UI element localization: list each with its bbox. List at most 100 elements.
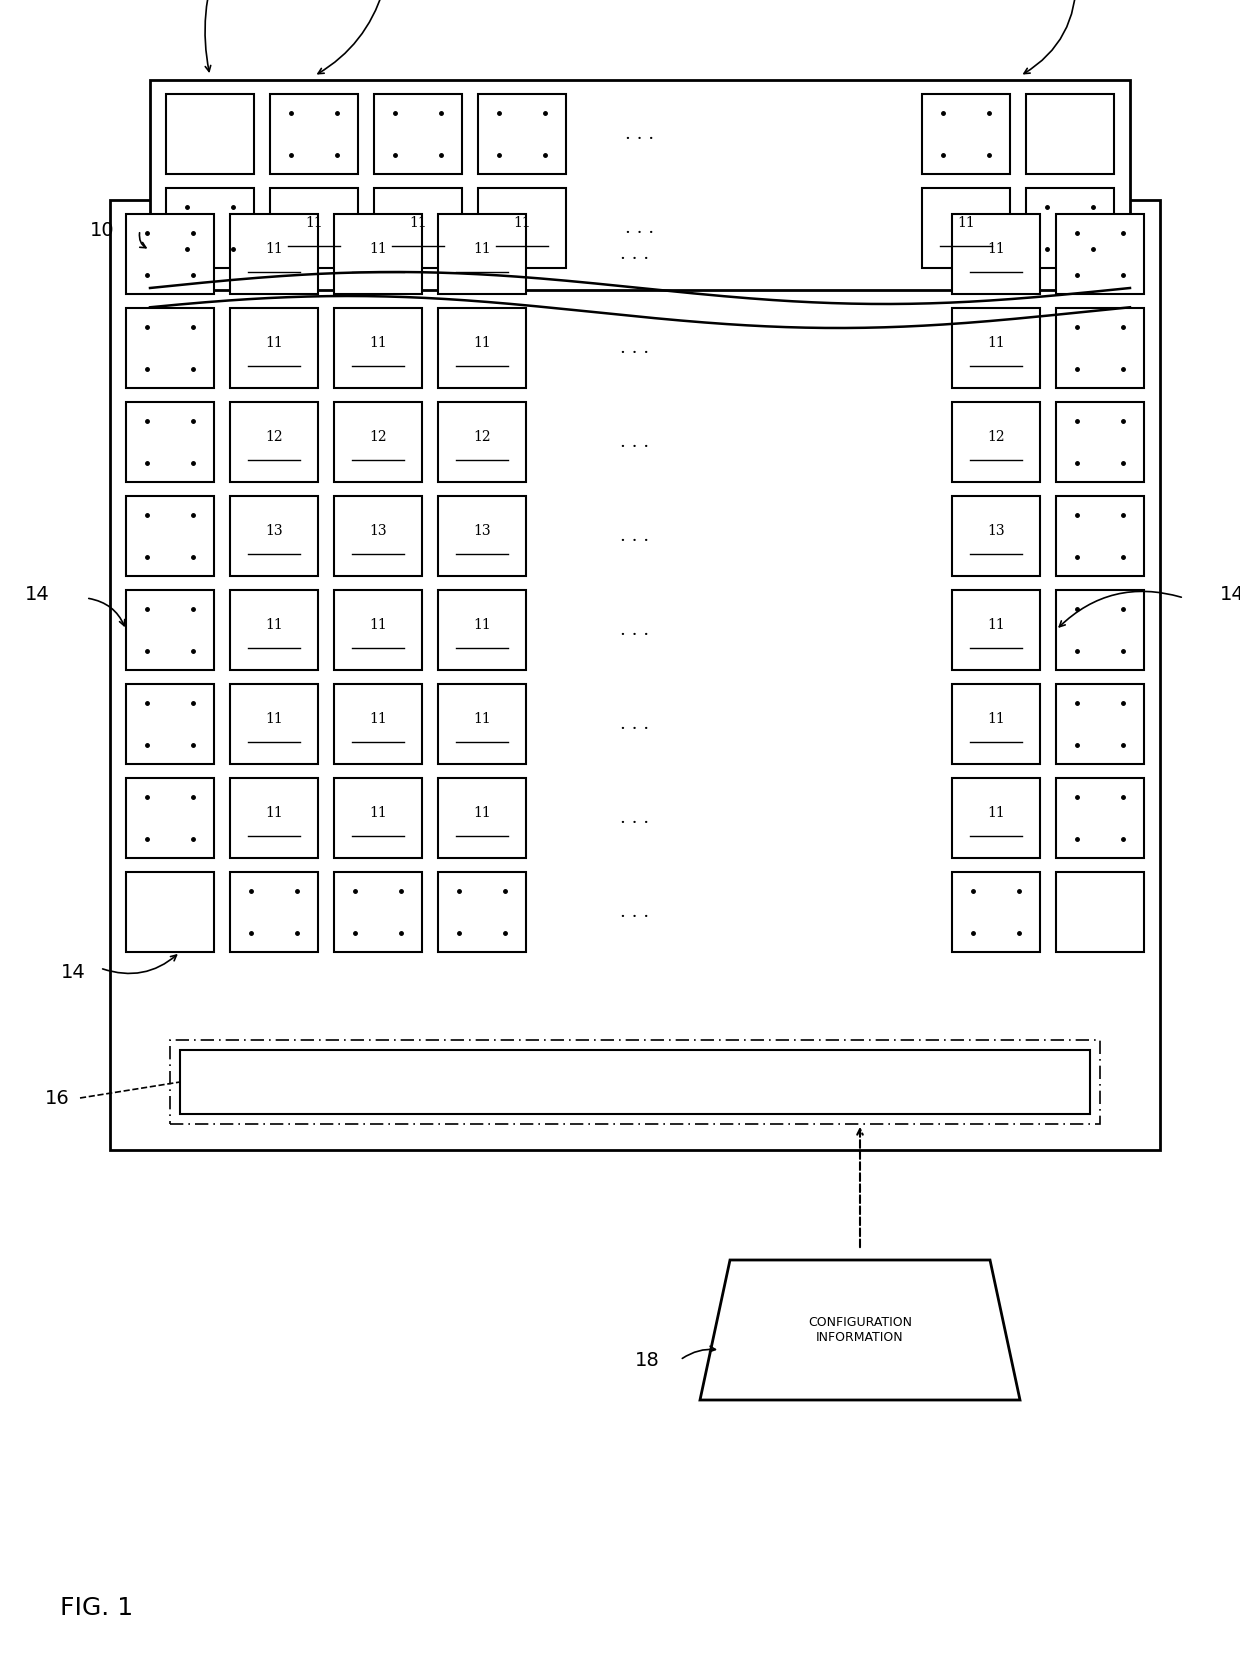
Bar [477,94,565,175]
Text: . . .: . . . [620,433,650,450]
Bar [438,496,526,576]
Bar [438,872,526,953]
Bar [952,402,1040,482]
Text: 11: 11 [409,217,427,230]
Bar [438,213,526,294]
Text: 11: 11 [370,618,387,632]
Text: 13: 13 [265,524,283,538]
Bar [1056,872,1145,953]
Bar [334,778,422,858]
Text: 11: 11 [987,242,1004,255]
Bar [952,684,1040,764]
Bar [334,684,422,764]
Text: . . .: . . . [620,622,650,638]
Bar [438,590,526,670]
Bar [952,778,1040,858]
Bar [438,402,526,482]
Bar [374,94,463,175]
Text: 11: 11 [265,336,283,349]
Text: 11: 11 [987,618,1004,632]
Bar [180,1050,1090,1114]
Text: 12: 12 [474,430,491,444]
Bar [1056,213,1145,294]
Bar [126,402,215,482]
Text: 16: 16 [45,1089,69,1107]
Text: . . .: . . . [620,904,650,921]
Text: 13: 13 [474,524,491,538]
Text: 13: 13 [370,524,387,538]
Text: 12: 12 [370,430,387,444]
Text: 11: 11 [957,217,975,230]
Bar [126,590,215,670]
Text: . . .: . . . [625,124,655,143]
Text: 11: 11 [987,806,1004,820]
Bar [952,872,1040,953]
Bar [170,1040,1100,1124]
Bar [952,213,1040,294]
Text: 11: 11 [474,806,491,820]
Bar [1025,188,1114,269]
Bar [1056,496,1145,576]
Text: CONFIGURATION
INFORMATION: CONFIGURATION INFORMATION [808,1315,911,1344]
Text: 11: 11 [987,712,1004,726]
Text: . . .: . . . [620,528,650,544]
Bar [1025,94,1114,175]
Text: 12: 12 [265,430,283,444]
Bar [229,496,317,576]
Text: 11: 11 [265,712,283,726]
Bar [229,872,317,953]
Bar [952,307,1040,388]
Bar [229,307,317,388]
Bar [229,778,317,858]
Text: 11: 11 [474,618,491,632]
Text: 11: 11 [370,712,387,726]
Bar [334,402,422,482]
Bar [1056,590,1145,670]
Bar [229,684,317,764]
Text: 11: 11 [305,217,322,230]
Bar [126,213,215,294]
Bar [923,188,1011,269]
Bar [952,590,1040,670]
Bar [229,213,317,294]
Text: 11: 11 [370,336,387,349]
Bar [166,94,254,175]
Text: 11: 11 [265,618,283,632]
Text: 11: 11 [474,242,491,255]
Text: 12: 12 [987,430,1004,444]
Bar [334,307,422,388]
Text: 14: 14 [25,585,50,603]
Text: 11: 11 [513,217,531,230]
Bar [1056,402,1145,482]
Bar [334,496,422,576]
Bar [126,684,215,764]
Text: . . .: . . . [620,339,650,356]
Text: 11: 11 [474,712,491,726]
Bar [110,200,1159,1151]
Text: FIG. 1: FIG. 1 [60,1596,133,1620]
Bar [1056,307,1145,388]
Bar [334,213,422,294]
Bar [1056,778,1145,858]
Text: 11: 11 [265,242,283,255]
Bar [923,94,1011,175]
Text: 11: 11 [265,806,283,820]
Polygon shape [701,1260,1021,1399]
Bar [166,188,254,269]
Bar [438,778,526,858]
Text: 14: 14 [61,963,86,981]
Text: 13: 13 [987,524,1004,538]
Bar [126,872,215,953]
Bar [229,590,317,670]
Bar [126,307,215,388]
Bar [150,81,1130,291]
Bar [477,188,565,269]
Text: . . .: . . . [620,716,650,732]
Text: 11: 11 [987,336,1004,349]
Bar [1056,684,1145,764]
Bar [126,778,215,858]
Text: 11: 11 [474,336,491,349]
Bar [270,188,358,269]
Bar [952,496,1040,576]
Bar [374,188,463,269]
